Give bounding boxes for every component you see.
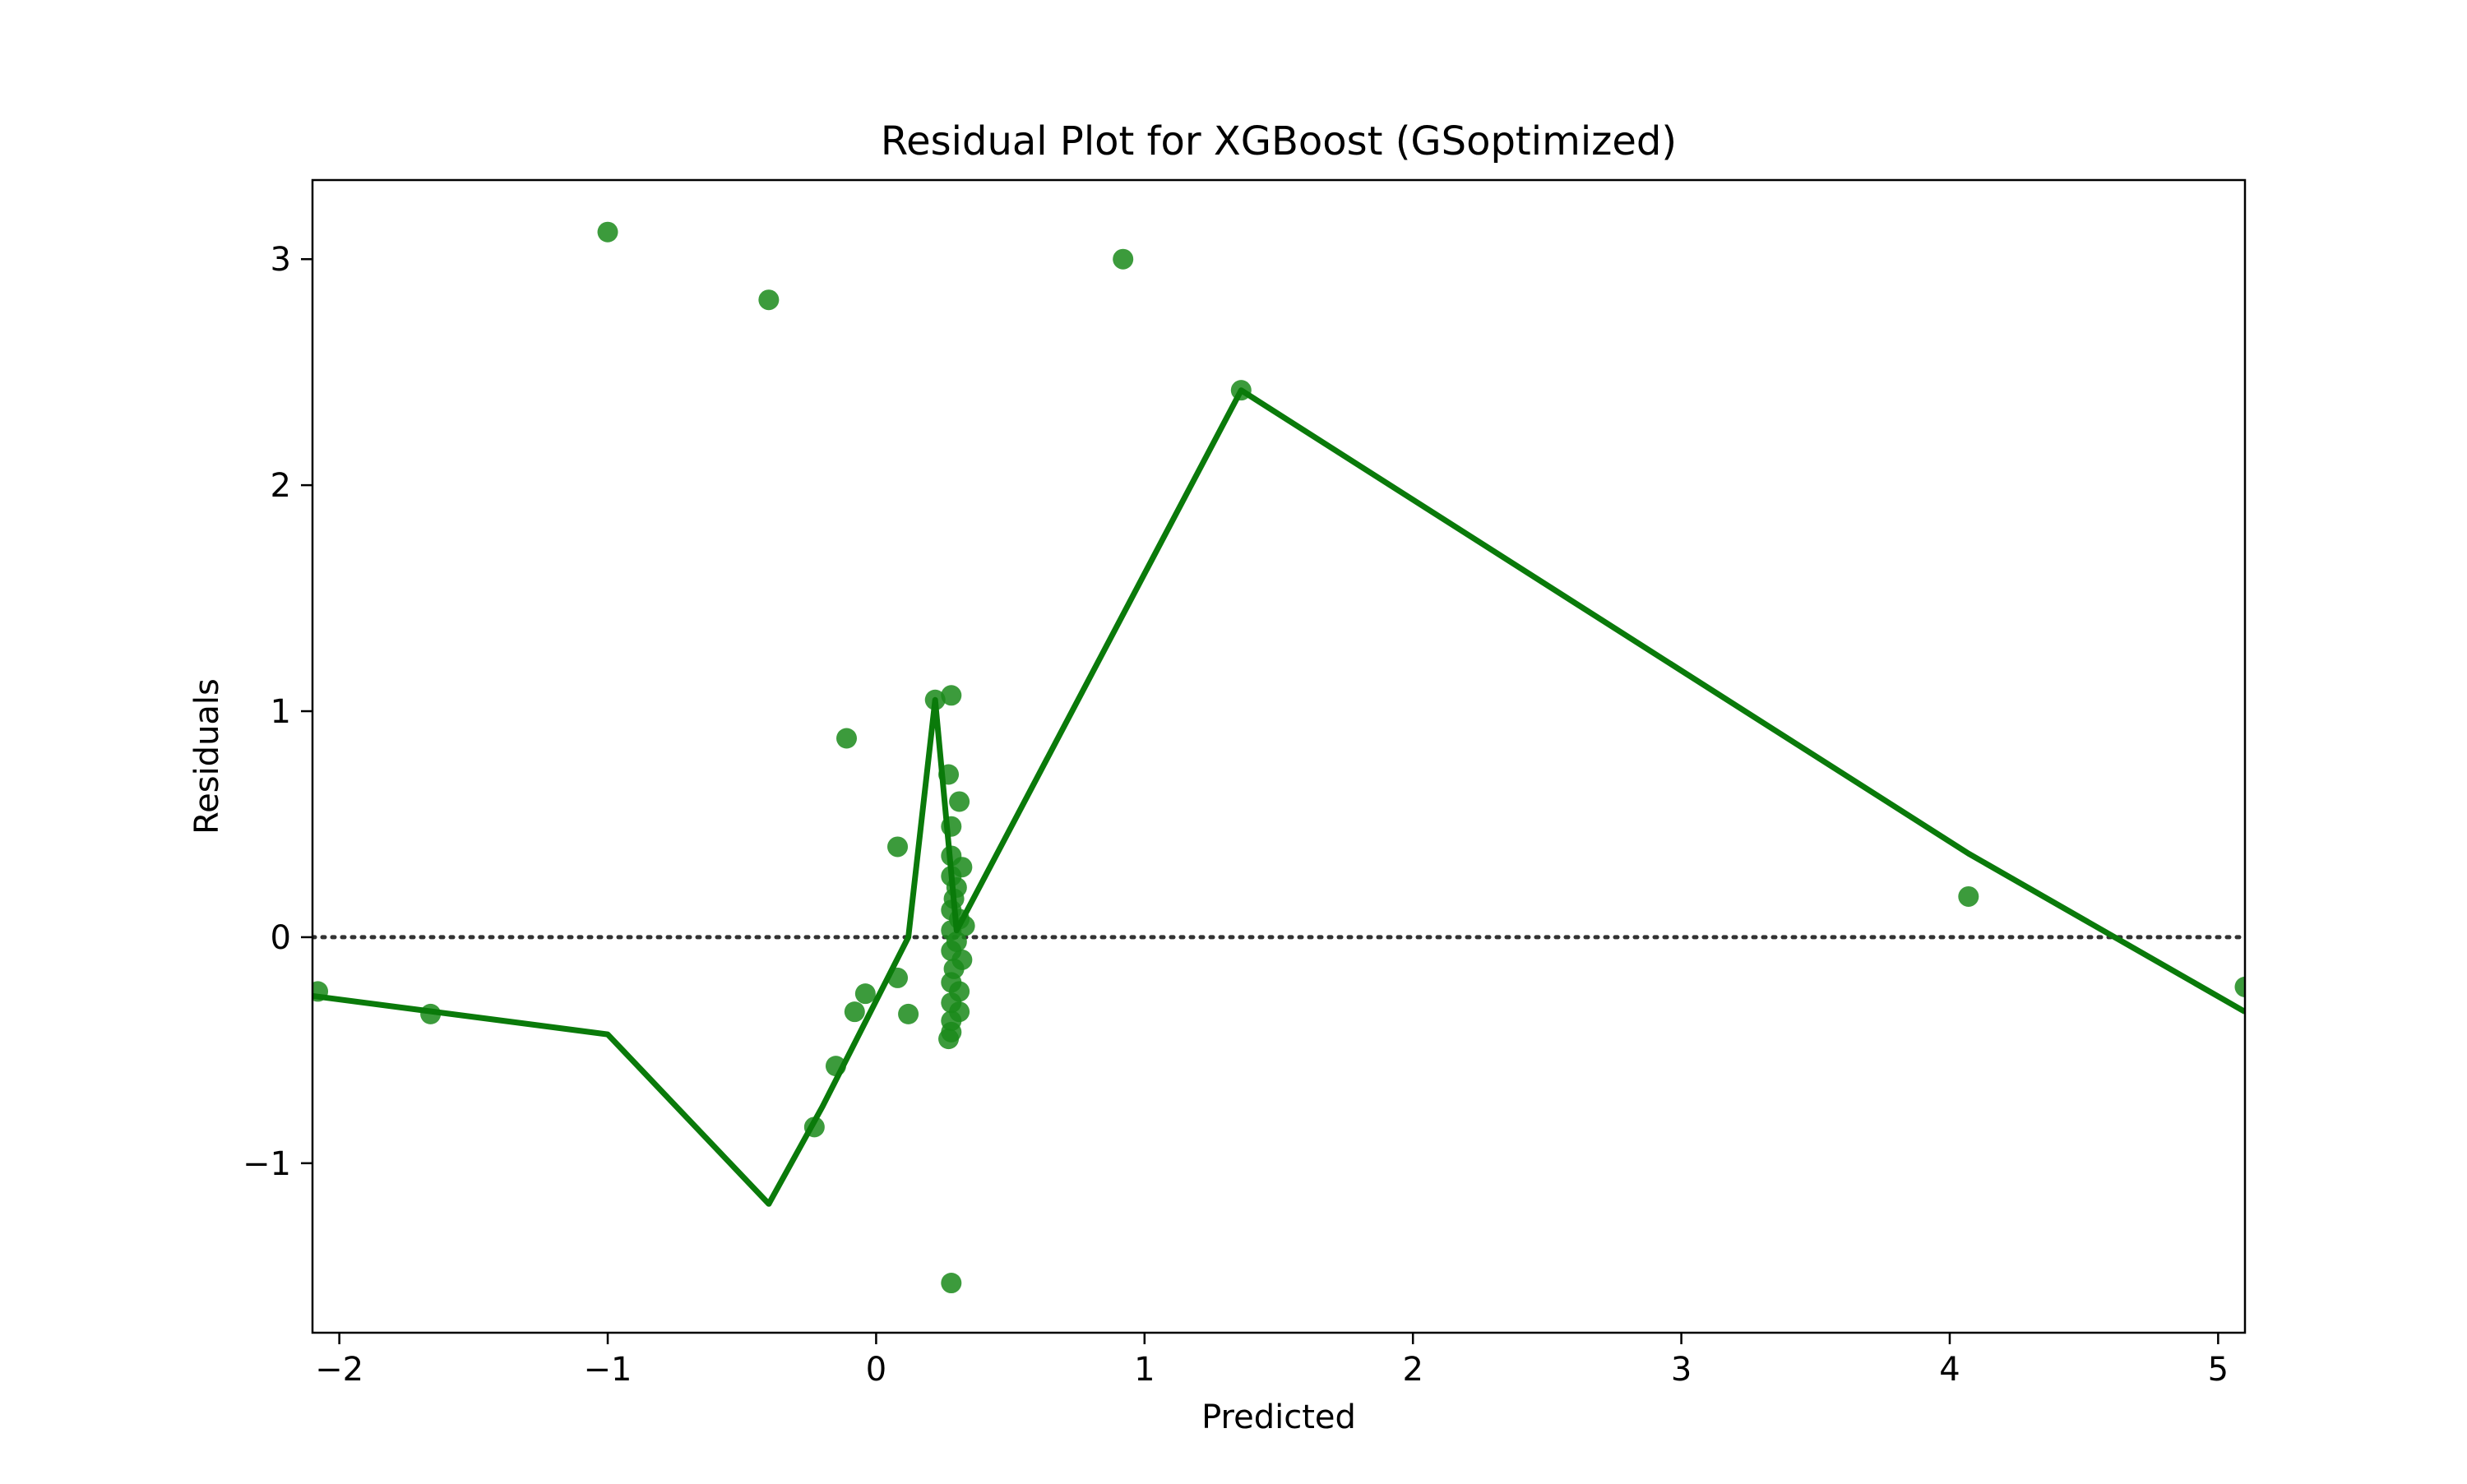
data-point <box>836 728 858 749</box>
x-tick-label: 1 <box>1134 1351 1155 1389</box>
chart-title: Residual Plot for XGBoost (GSoptimized) <box>881 118 1677 164</box>
x-tick-label: 5 <box>2208 1351 2229 1389</box>
data-point <box>1958 885 1979 907</box>
x-axis: −2 −1 0 1 2 3 4 5 <box>315 1333 2229 1389</box>
y-tick-label: 1 <box>271 693 291 731</box>
data-point <box>887 836 909 858</box>
x-tick-label: 4 <box>1939 1351 1960 1389</box>
x-tick-label: 0 <box>866 1351 886 1389</box>
data-point <box>758 289 780 311</box>
y-axis: −1 0 1 2 3 <box>243 241 312 1183</box>
y-tick-label: −1 <box>243 1145 291 1183</box>
y-tick-label: 0 <box>271 919 291 957</box>
plot-frame <box>311 178 2247 1334</box>
y-tick-label: 2 <box>271 467 291 505</box>
x-tick-label: −1 <box>584 1351 632 1389</box>
lowess-line <box>312 387 2245 1207</box>
x-axis-label: Predicted <box>1201 1398 1356 1436</box>
y-axis-label: Residuals <box>188 678 226 834</box>
data-point <box>597 221 618 243</box>
data-point <box>1113 248 1134 270</box>
data-point <box>2234 976 2245 997</box>
y-tick-label: 3 <box>271 241 291 279</box>
x-tick-label: 2 <box>1402 1351 1423 1389</box>
data-point <box>949 791 970 812</box>
data-point <box>938 1029 960 1050</box>
plot-area <box>312 221 2245 1294</box>
data-point <box>941 1273 962 1294</box>
data-point <box>844 1001 865 1023</box>
x-tick-label: 3 <box>1671 1351 1692 1389</box>
x-tick-label: −2 <box>315 1351 363 1389</box>
data-point <box>898 1003 919 1024</box>
data-point <box>941 685 962 706</box>
data-point <box>854 983 876 1005</box>
